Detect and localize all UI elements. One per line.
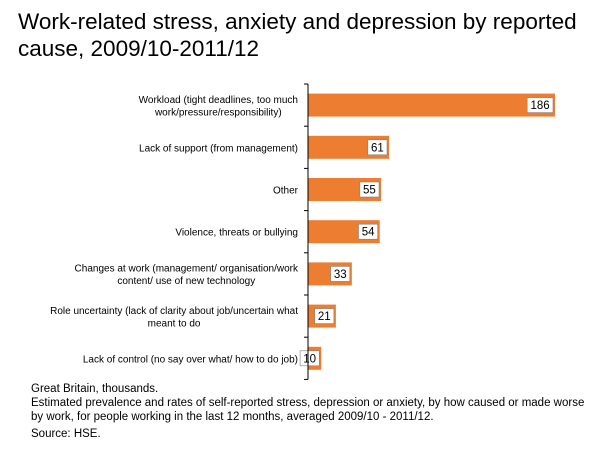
data-label: 10 [303, 353, 316, 365]
category-label: content/ use of new technology [117, 276, 255, 287]
chart-notes: Great Britain, thousands. Estimated prev… [31, 382, 591, 441]
chart-title: Work-related stress, anxiety and depress… [18, 9, 577, 61]
note-source: Source: HSE. [31, 428, 101, 440]
bar [308, 93, 555, 117]
category-label: Other [273, 186, 299, 197]
category-label: Role uncertainty (lack of clarity about … [50, 306, 298, 317]
data-label: 61 [371, 142, 384, 154]
data-label: 186 [531, 100, 550, 112]
category-label: meant to do [148, 318, 201, 329]
data-label-box [526, 97, 554, 113]
note-description: Estimated prevalence and rates of self-r… [31, 397, 585, 423]
data-label-box [367, 139, 388, 156]
data-label-box [330, 266, 351, 282]
category-label: Violence, threats or bullying [175, 228, 298, 239]
data-label-box [314, 308, 335, 324]
data-label: 55 [363, 185, 376, 197]
category-label: Lack of support (from management) [139, 143, 298, 154]
category-label: Changes at work (management/ organisatio… [75, 264, 299, 275]
data-label: 21 [318, 311, 331, 323]
category-label: Lack of control (no say over what/ how t… [83, 354, 298, 365]
category-label: Workload (tight deadlines, too much [139, 95, 298, 106]
data-label-box [358, 223, 379, 240]
category-label: work/pressure/responsibility) [154, 107, 282, 118]
note-units: Great Britain, thousands. [31, 383, 159, 395]
data-label: 54 [362, 227, 375, 239]
data-label-box [359, 181, 380, 198]
data-label-box [299, 350, 320, 367]
data-label: 33 [334, 269, 347, 281]
